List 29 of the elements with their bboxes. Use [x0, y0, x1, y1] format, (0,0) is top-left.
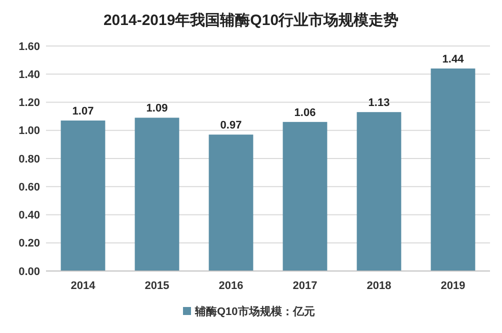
x-tick-label: 2017	[292, 280, 318, 292]
bar	[60, 120, 106, 271]
y-tick-label: 1.00	[18, 125, 40, 138]
data-label: 1.06	[294, 106, 316, 119]
x-tick-label: 2019	[440, 280, 466, 292]
x-tick-label: 2018	[366, 280, 392, 292]
bar	[208, 134, 254, 271]
y-tick-label: 0.20	[18, 238, 40, 250]
y-tick-label: 0.00	[18, 266, 40, 278]
data-label: 1.13	[368, 97, 390, 110]
y-tick-label: 0.40	[18, 210, 40, 222]
y-tick-label: 0.60	[18, 181, 40, 194]
chart-title: 2014-2019年我国辅酶Q10行业市场规模走势	[103, 11, 399, 29]
y-tick-label: 1.20	[18, 97, 40, 110]
x-tick-label: 2016	[218, 280, 244, 292]
data-label: 0.97	[220, 120, 242, 132]
y-tick-label: 1.40	[18, 68, 40, 81]
data-label: 1.44	[442, 54, 465, 66]
y-tick-label: 1.60	[18, 40, 40, 53]
data-label: 1.09	[146, 102, 168, 115]
bar	[430, 68, 476, 271]
y-tick-label: 0.80	[18, 153, 40, 166]
bar	[282, 122, 328, 271]
data-label: 1.07	[72, 106, 94, 118]
bar	[134, 118, 180, 271]
legend-label: 辅酶Q10市场规模：亿元	[194, 304, 315, 318]
bar	[356, 112, 402, 271]
x-tick-label: 2014	[70, 280, 96, 292]
x-tick-label: 2015	[144, 280, 170, 292]
